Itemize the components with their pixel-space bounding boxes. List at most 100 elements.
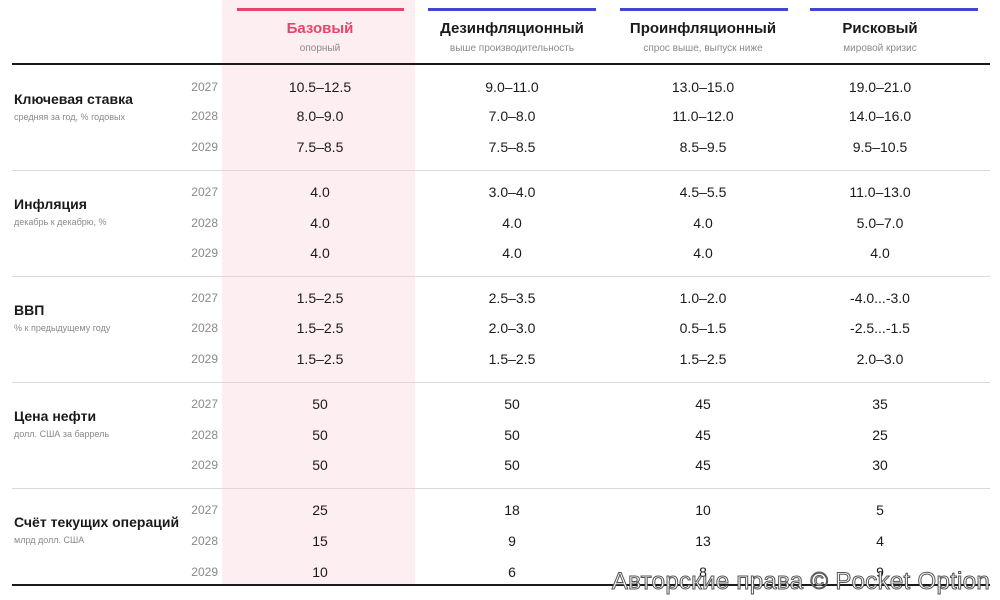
table-cell: 9.0–11.0 <box>485 79 539 95</box>
indicator-name: Ключевая ставка <box>14 91 133 107</box>
scenario-header-line <box>428 8 596 11</box>
table-cell: 4.0 <box>310 215 330 231</box>
section-divider <box>12 488 990 489</box>
table-cell: 4 <box>876 533 884 549</box>
table-cell: 15 <box>312 533 328 549</box>
base-scenario-highlight <box>222 0 415 585</box>
table-cell: 50 <box>504 427 520 443</box>
section-divider <box>12 170 990 171</box>
row-year: 2029 <box>191 140 218 154</box>
table-cell: 8.5–9.5 <box>679 139 727 155</box>
header-divider <box>12 63 990 65</box>
table-cell: 1.0–2.0 <box>679 290 727 306</box>
table-cell: 5 <box>876 502 884 518</box>
table-cell: 7.0–8.0 <box>488 108 536 124</box>
table-cell: 4.0 <box>693 215 713 231</box>
table-cell: 8 <box>699 564 707 580</box>
table-cell: 4.0 <box>693 245 713 261</box>
scenario-header-line <box>620 8 788 11</box>
table-cell: 10 <box>695 502 711 518</box>
table-cell: 9.5–10.5 <box>852 139 908 155</box>
table-cell: 35 <box>872 396 888 412</box>
row-year: 2028 <box>191 109 218 123</box>
indicator-unit: млрд долл. США <box>14 535 85 545</box>
table-cell: 10.5–12.5 <box>288 79 352 95</box>
table-cell: 1.5–2.5 <box>488 351 536 367</box>
table-cell: 50 <box>312 427 328 443</box>
row-year: 2028 <box>191 534 218 548</box>
table-cell: 1.5–2.5 <box>679 351 727 367</box>
table-cell: 7.5–8.5 <box>488 139 536 155</box>
table-cell: 10 <box>312 564 328 580</box>
section-divider <box>12 276 990 277</box>
row-year: 2027 <box>191 291 218 305</box>
table-cell: 50 <box>504 457 520 473</box>
scenario-subtitle: опорный <box>299 43 341 54</box>
table-cell: 50 <box>504 396 520 412</box>
table-cell: 14.0–16.0 <box>848 108 912 124</box>
row-year: 2029 <box>191 458 218 472</box>
indicator-name: ВВП <box>14 302 45 318</box>
table-cell: 8.0–9.0 <box>296 108 344 124</box>
row-year: 2029 <box>191 352 218 366</box>
watermark: Авторские права © Pocket Option <box>611 568 990 596</box>
indicator-unit: % к предыдущему году <box>14 323 111 333</box>
table-cell: 45 <box>695 396 711 412</box>
table-cell: -2.5...-1.5 <box>850 320 910 336</box>
table-cell: 9 <box>876 564 884 580</box>
row-year: 2027 <box>191 397 218 411</box>
table-cell: 2.0–3.0 <box>856 351 904 367</box>
scenario-header-line <box>237 8 404 11</box>
row-year: 2029 <box>191 246 218 260</box>
table-bottom-border <box>12 584 990 586</box>
table-cell: 25 <box>312 502 328 518</box>
table-cell: 3.0–4.0 <box>488 184 536 200</box>
table-cell: 11.0–12.0 <box>672 108 734 124</box>
table-cell: 13.0–15.0 <box>671 79 735 95</box>
table-cell: 19.0–21.0 <box>848 79 912 95</box>
table-cell: 13 <box>695 533 711 549</box>
table-cell: 1.5–2.5 <box>296 351 344 367</box>
table-cell: 9 <box>508 533 516 549</box>
table-cell: 1.5–2.5 <box>296 320 344 336</box>
scenario-name: Рисковый <box>842 20 918 37</box>
table-cell: 11.0–13.0 <box>849 184 911 200</box>
row-year: 2027 <box>191 503 218 517</box>
scenario-subtitle: мировой кризис <box>843 43 917 54</box>
table-cell: 5.0–7.0 <box>856 215 904 231</box>
table-cell: 1.5–2.5 <box>296 290 344 306</box>
section-divider <box>12 382 990 383</box>
row-year: 2028 <box>191 428 218 442</box>
scenario-subtitle: выше производительность <box>449 43 575 54</box>
table-cell: 4.0 <box>870 245 890 261</box>
row-year: 2028 <box>191 216 218 230</box>
table-cell: 0.5–1.5 <box>679 320 727 336</box>
table-cell: 30 <box>872 457 888 473</box>
table-cell: 45 <box>695 457 711 473</box>
indicator-name: Счёт текущих операций <box>14 514 180 530</box>
table-cell: 50 <box>312 396 328 412</box>
table-cell: 2.5–3.5 <box>488 290 536 306</box>
table-cell: 6 <box>508 564 516 580</box>
table-cell: 7.5–8.5 <box>296 139 344 155</box>
row-year: 2029 <box>191 565 218 579</box>
scenario-name: Базовый <box>286 20 354 37</box>
table-cell: 4.0 <box>502 215 522 231</box>
row-year: 2027 <box>191 80 218 94</box>
indicator-unit: средняя за год, % годовых <box>14 112 125 122</box>
indicator-unit: декабрь к декабрю, % <box>14 217 107 227</box>
table-cell: 4.0 <box>310 184 330 200</box>
row-year: 2028 <box>191 321 218 335</box>
table-cell: 45 <box>695 427 711 443</box>
table-cell: 4.0 <box>310 245 330 261</box>
scenario-header-line <box>810 8 978 11</box>
table-cell: 18 <box>504 502 520 518</box>
table-cell: -4.0...-3.0 <box>850 290 910 306</box>
scenario-name: Дезинфляционный <box>440 20 584 37</box>
table-cell: 25 <box>872 427 888 443</box>
table-cell: 4.0 <box>502 245 522 261</box>
table-cell: 50 <box>312 457 328 473</box>
indicator-name: Цена нефти <box>14 408 97 424</box>
scenario-subtitle: спрос выше, выпуск ниже <box>643 43 763 54</box>
row-year: 2027 <box>191 185 218 199</box>
